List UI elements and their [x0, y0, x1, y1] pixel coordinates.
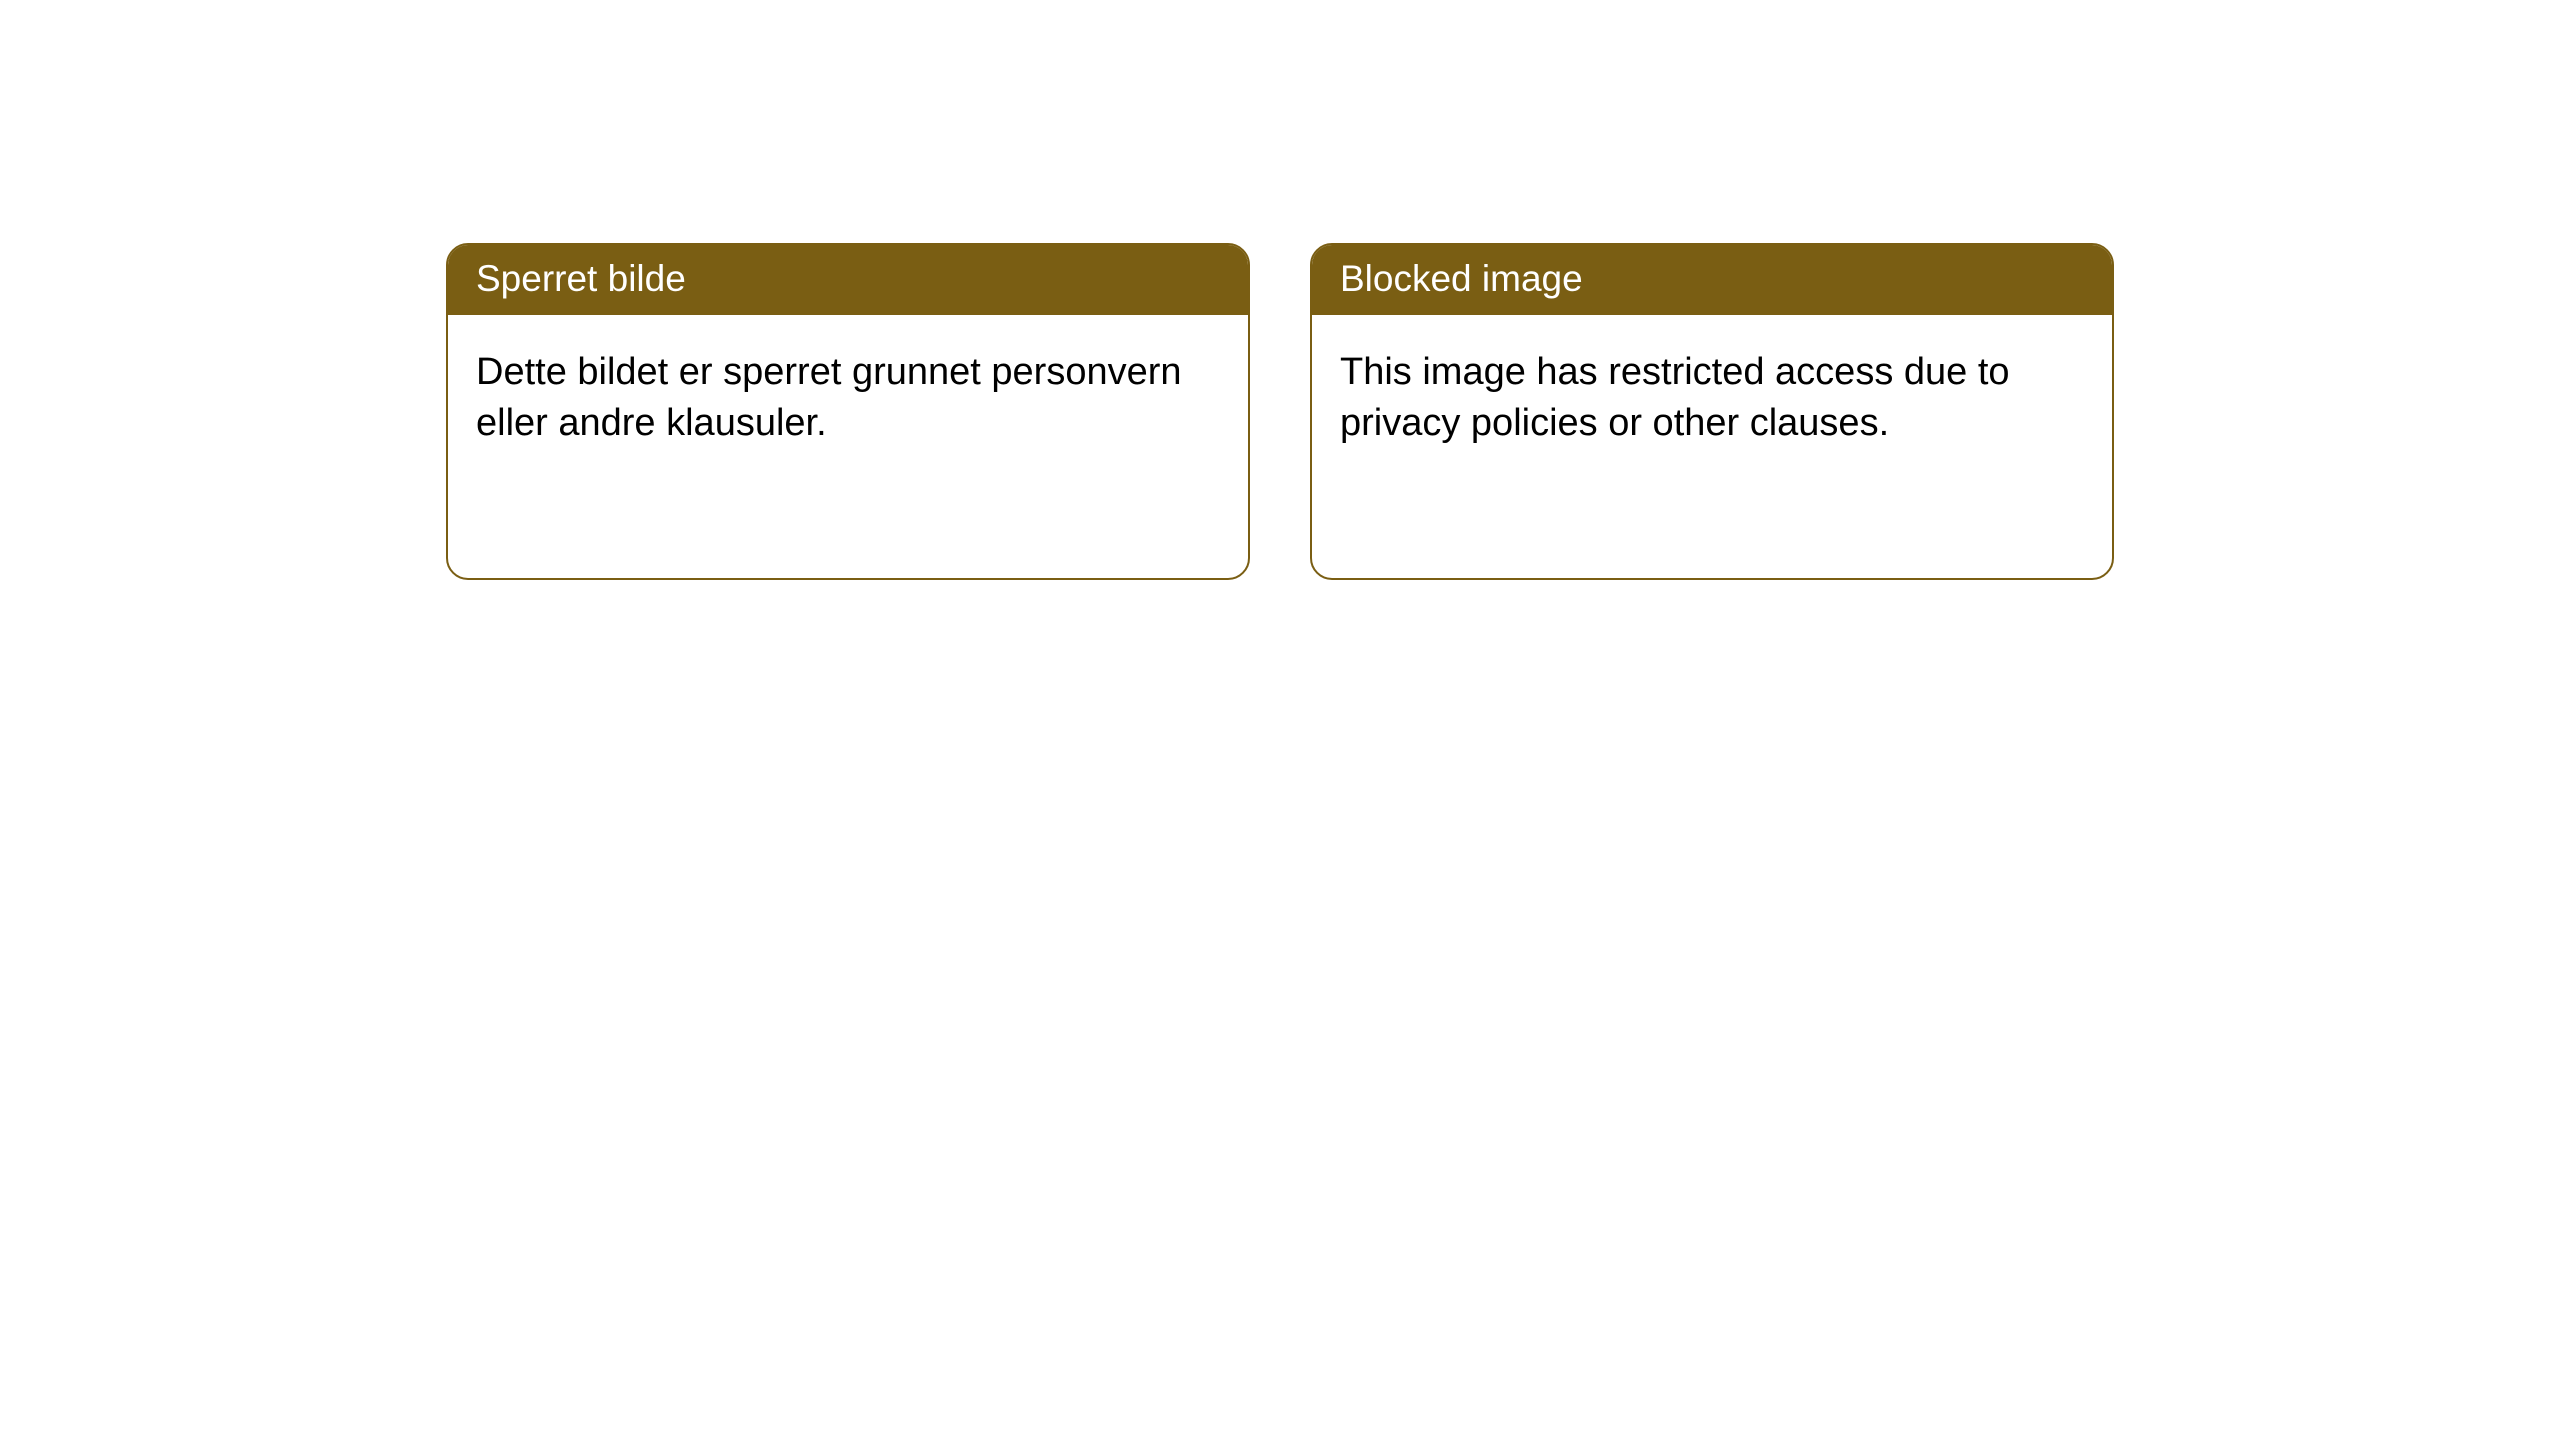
notice-card-english: Blocked image This image has restricted …: [1310, 243, 2114, 580]
notice-title: Sperret bilde: [448, 245, 1248, 315]
notice-title: Blocked image: [1312, 245, 2112, 315]
notice-body: Dette bildet er sperret grunnet personve…: [448, 315, 1248, 482]
notice-card-norwegian: Sperret bilde Dette bildet er sperret gr…: [446, 243, 1250, 580]
notice-body: This image has restricted access due to …: [1312, 315, 2112, 482]
notice-container: Sperret bilde Dette bildet er sperret gr…: [0, 0, 2560, 580]
